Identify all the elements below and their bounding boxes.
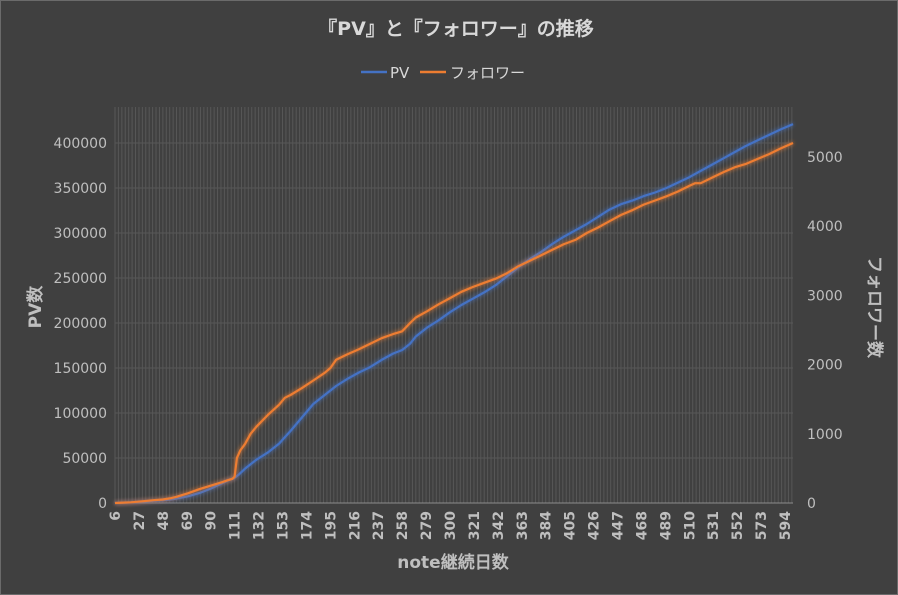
x-tick-label: 237 bbox=[371, 511, 387, 540]
y2-tick-label: 0 bbox=[807, 496, 816, 512]
y-tick-label: 100000 bbox=[54, 406, 107, 422]
y2-tick-label: 4000 bbox=[807, 219, 843, 235]
x-tick-label: 468 bbox=[634, 511, 650, 540]
x-tick-label: 405 bbox=[563, 511, 579, 540]
y-tick-label: 400000 bbox=[54, 136, 107, 152]
y-tick-label: 150000 bbox=[54, 361, 107, 377]
x-tick-label: 594 bbox=[778, 511, 794, 540]
y-axis-title: PV数 bbox=[25, 285, 46, 329]
x-axis-title: note継続日数 bbox=[397, 552, 509, 573]
y2-tick-label: 5000 bbox=[807, 150, 843, 166]
x-tick-label: 153 bbox=[276, 511, 292, 540]
x-axis: 6 27 48 69 90 111 132 153 174 195 216 237 258 279 300 3… bbox=[108, 511, 794, 540]
x-tick-label: 300 bbox=[443, 511, 459, 540]
y-tick-label: 50000 bbox=[62, 451, 107, 467]
chart-title: 『PV』と『フォロワー』の推移 bbox=[318, 17, 594, 40]
x-tick-label: 258 bbox=[395, 511, 411, 540]
x-tick-label: 27 bbox=[132, 511, 148, 530]
x-tick-label: 6 bbox=[108, 511, 124, 521]
series-line-follower bbox=[114, 141, 794, 505]
x-tick-label: 531 bbox=[706, 511, 722, 540]
y2-tick-label: 2000 bbox=[807, 358, 843, 374]
x-tick-label: 447 bbox=[611, 511, 627, 540]
left-axis: 0 50000 100000 150000 200000 250000 300000 3500… bbox=[54, 136, 107, 512]
legend: PV フォロワー bbox=[361, 64, 525, 82]
x-tick-label: 384 bbox=[539, 511, 555, 540]
x-tick-label: 573 bbox=[754, 511, 770, 540]
y-tick-label: 200000 bbox=[54, 316, 107, 332]
gridlines bbox=[114, 107, 793, 504]
x-tick-label: 426 bbox=[587, 511, 603, 540]
x-tick-label: 363 bbox=[515, 511, 531, 540]
x-tick-label: 90 bbox=[204, 511, 220, 531]
y-tick-label: 250000 bbox=[54, 271, 107, 287]
y-tick-label: 350000 bbox=[54, 181, 107, 197]
y2-tick-label: 1000 bbox=[807, 427, 843, 443]
x-tick-label: 48 bbox=[156, 511, 172, 530]
x-tick-label: 111 bbox=[228, 511, 244, 540]
x-tick-label: 195 bbox=[323, 511, 339, 540]
y2-tick-label: 3000 bbox=[807, 288, 843, 304]
legend-label-pv: PV bbox=[390, 64, 410, 82]
x-tick-label: 489 bbox=[658, 511, 674, 540]
x-tick-label: 132 bbox=[252, 511, 268, 540]
x-tick-label: 510 bbox=[682, 511, 698, 540]
series-line-pv bbox=[114, 123, 794, 505]
x-tick-label: 342 bbox=[491, 511, 507, 540]
legend-label-follower: フォロワー bbox=[450, 64, 525, 82]
x-tick-label: 174 bbox=[299, 511, 315, 540]
x-tick-label: 321 bbox=[467, 511, 483, 540]
y-tick-label: 300000 bbox=[54, 226, 107, 242]
x-tick-label: 216 bbox=[347, 511, 363, 540]
x-tick-label: 69 bbox=[180, 511, 196, 530]
x-tick-label: 279 bbox=[419, 511, 435, 540]
series-layer bbox=[114, 123, 794, 505]
y2-axis-title: フォロワー数 bbox=[864, 256, 885, 359]
y-tick-label: 0 bbox=[98, 496, 107, 512]
right-axis: 0 1000 2000 3000 4000 5000 bbox=[807, 150, 843, 512]
x-tick-label: 552 bbox=[730, 511, 746, 540]
